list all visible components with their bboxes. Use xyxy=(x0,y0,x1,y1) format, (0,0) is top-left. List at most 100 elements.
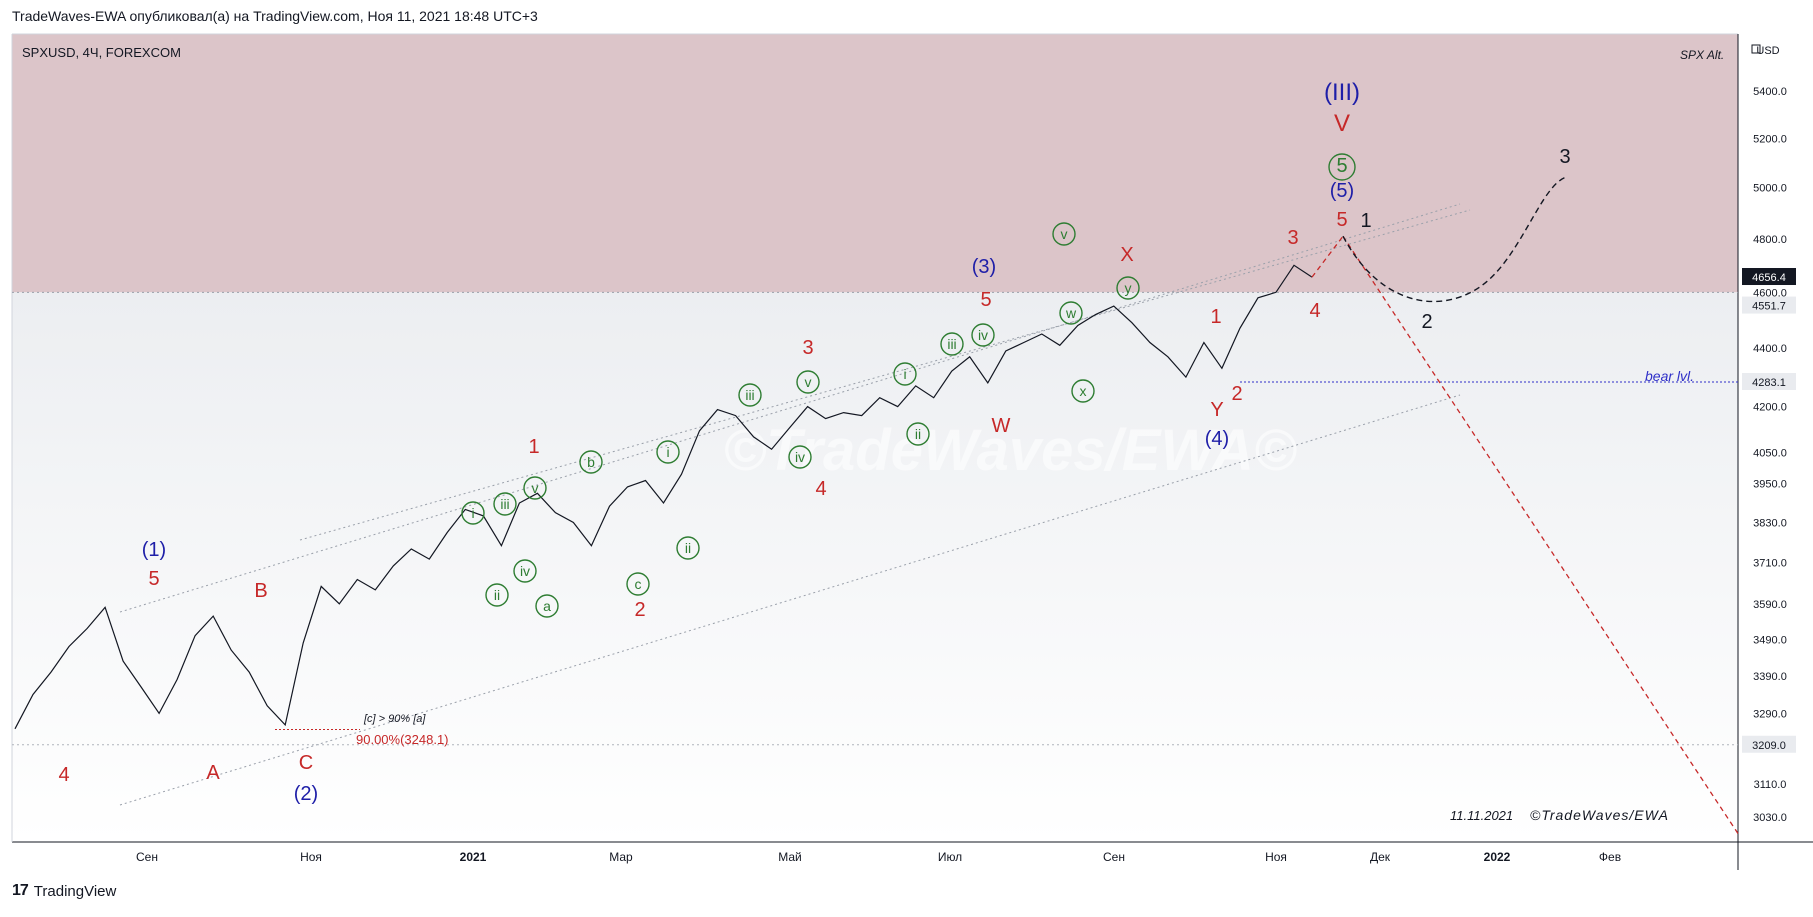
y-tick-label-1: 5200.0 xyxy=(1753,133,1787,145)
x-tick-label-1: Ноя xyxy=(300,850,322,864)
wave-label-7: 1 xyxy=(528,436,539,458)
x-tick-label-8: Дек xyxy=(1370,850,1391,864)
circled-label-ring xyxy=(738,383,762,407)
circled-label-15: iii xyxy=(940,332,964,356)
wave-label-17: 1 xyxy=(1210,306,1221,328)
price-badge-2: 4283.1 xyxy=(1742,373,1796,391)
circled-label-12: v xyxy=(796,370,820,394)
y-tick-label-7: 4050.0 xyxy=(1753,447,1787,459)
footer-brand-label: TradingView xyxy=(33,882,117,900)
circled-label-ring xyxy=(461,501,485,525)
price-badge-text: 4656.4 xyxy=(1752,272,1786,284)
price-badge-0: 4656.4 xyxy=(1742,268,1796,286)
bear-level-label: bear lvl. xyxy=(1645,368,1694,384)
circled-label-20: y xyxy=(1116,276,1140,300)
circled-label-text: v xyxy=(532,480,539,496)
wave-label-20: 4 xyxy=(1309,300,1320,322)
x-tick-label-3: Мар xyxy=(609,850,633,864)
footer-brand[interactable]: 17 TradingView xyxy=(12,882,116,900)
circled-label-ring xyxy=(523,476,547,500)
resistance-zone xyxy=(12,34,1738,293)
y-tick-label-11: 3590.0 xyxy=(1753,599,1787,611)
circled-label-text: iv xyxy=(520,563,530,579)
x-tick-label-7: Ноя xyxy=(1265,850,1287,864)
circled-label-text: 5 xyxy=(1336,155,1347,177)
circled-label-ring xyxy=(788,445,812,469)
y-tick-label-13: 3390.0 xyxy=(1753,671,1787,683)
x-tick-label-6: Сен xyxy=(1103,850,1125,864)
circled-label-1: iv xyxy=(513,559,537,583)
circled-label-16: iv xyxy=(971,323,995,347)
circled-label-text: iv xyxy=(795,449,805,465)
price-badge-text: 4551.7 xyxy=(1752,301,1786,313)
circled-label-ring xyxy=(656,440,680,464)
circled-label-ring xyxy=(626,572,650,596)
wave-label-14: X xyxy=(1120,244,1133,266)
wave-label-1: 5 xyxy=(148,568,159,590)
y-tick-label-12: 3490.0 xyxy=(1753,634,1787,646)
x-tick-label-2: 2021 xyxy=(460,850,487,864)
wave-label-12: (3) xyxy=(972,256,996,278)
wave-label-15: Y xyxy=(1210,399,1223,421)
wave-label-13: W xyxy=(992,415,1011,437)
wave-label-25: 1 xyxy=(1360,210,1371,232)
circled-label-ring xyxy=(493,492,517,516)
wave-label-10: 4 xyxy=(815,478,826,500)
circled-label-text: iii xyxy=(500,496,509,512)
circled-label-text: i xyxy=(903,366,906,382)
circled-label-ring xyxy=(1059,301,1083,325)
circled-label-ring xyxy=(971,323,995,347)
y-tick-label-4: 4600.0 xyxy=(1753,287,1787,299)
circled-label-text: x xyxy=(1080,383,1087,399)
y-tick-label-15: 3110.0 xyxy=(1754,779,1787,791)
wave-label-6: (2) xyxy=(294,783,318,805)
wave-label-3: A xyxy=(206,762,220,784)
circled-label-text: i xyxy=(666,444,669,460)
fib-note-title: [c] > 90% [a] xyxy=(363,713,426,725)
circled-label-ring xyxy=(796,370,820,394)
circled-label-text: a xyxy=(543,598,551,614)
lower-zone xyxy=(12,292,1738,842)
tradingview-logo-icon: 17 xyxy=(12,882,29,899)
wave-label-2: (1) xyxy=(142,539,166,561)
circled-label-ring xyxy=(906,422,930,446)
y-tick-label-6: 4200.0 xyxy=(1753,402,1787,414)
channel-line-0 xyxy=(119,203,1461,613)
y-tick-label-10: 3710.0 xyxy=(1753,557,1787,569)
top-right-note: SPX Alt. xyxy=(1680,48,1724,62)
price-badge-box xyxy=(1742,735,1796,753)
wave-label-18: 2 xyxy=(1231,383,1242,405)
date-stamp: 11.11.2021 xyxy=(1450,808,1513,823)
projection-bullish-alt xyxy=(1342,176,1566,303)
wave-label-26: 2 xyxy=(1421,311,1432,333)
wave-label-9: 3 xyxy=(802,337,813,359)
circled-label-ring xyxy=(893,362,917,386)
wave-label-16: (4) xyxy=(1205,428,1229,450)
circled-label-19: x xyxy=(1071,379,1095,403)
publish-line: TradeWaves-EWA опубликовал(а) на Trading… xyxy=(12,8,538,24)
circled-label-17: v xyxy=(1052,222,1076,246)
projection-bearish xyxy=(1342,235,1739,834)
circled-label-text: i xyxy=(471,505,474,521)
circled-label-text: w xyxy=(1065,305,1077,321)
price-badge-box xyxy=(1742,296,1796,314)
circled-label-text: v xyxy=(805,374,812,390)
circled-label-ring xyxy=(1052,222,1076,246)
wave-label-23: V xyxy=(1334,110,1350,137)
circled-label-ring xyxy=(1071,379,1095,403)
circled-label-text: ii xyxy=(915,426,921,442)
circled-label-text: ii xyxy=(494,587,500,603)
circled-label-ring xyxy=(579,450,603,474)
x-tick-label-10: Фев xyxy=(1599,850,1621,864)
wave-label-21: 5 xyxy=(1336,209,1347,231)
circled-label-ring xyxy=(513,559,537,583)
symbol-line: SPXUSD, 4Ч, FOREXCOM xyxy=(22,45,181,60)
currency-menu-icon xyxy=(1751,44,1761,54)
price-badge-text: 3209.0 xyxy=(1752,740,1786,752)
copyright-label: ©TradeWaves/EWA xyxy=(1530,807,1669,823)
circled-label-11: iv xyxy=(788,445,812,469)
circled-label-text: v xyxy=(1061,226,1068,242)
circled-label-text: iii xyxy=(947,336,956,352)
currency-label: USD xyxy=(1756,45,1779,57)
